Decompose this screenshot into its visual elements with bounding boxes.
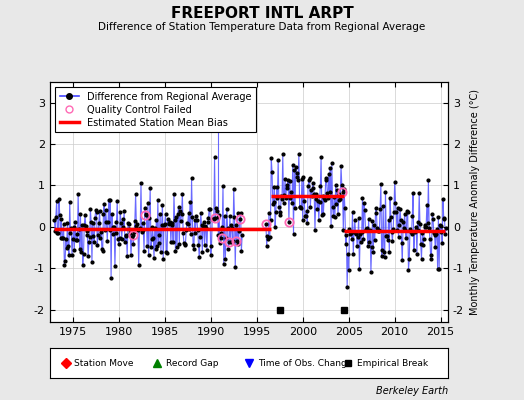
Text: Empirical Break: Empirical Break bbox=[357, 358, 428, 368]
Text: Record Gap: Record Gap bbox=[166, 358, 219, 368]
Text: Berkeley Earth: Berkeley Earth bbox=[376, 386, 448, 396]
Text: FREEPORT INTL ARPT: FREEPORT INTL ARPT bbox=[171, 6, 353, 21]
Text: Difference of Station Temperature Data from Regional Average: Difference of Station Temperature Data f… bbox=[99, 22, 425, 32]
Y-axis label: Monthly Temperature Anomaly Difference (°C): Monthly Temperature Anomaly Difference (… bbox=[470, 89, 479, 315]
Text: Time of Obs. Change: Time of Obs. Change bbox=[258, 358, 352, 368]
Text: Station Move: Station Move bbox=[74, 358, 134, 368]
Legend: Difference from Regional Average, Quality Control Failed, Estimated Station Mean: Difference from Regional Average, Qualit… bbox=[54, 87, 256, 132]
